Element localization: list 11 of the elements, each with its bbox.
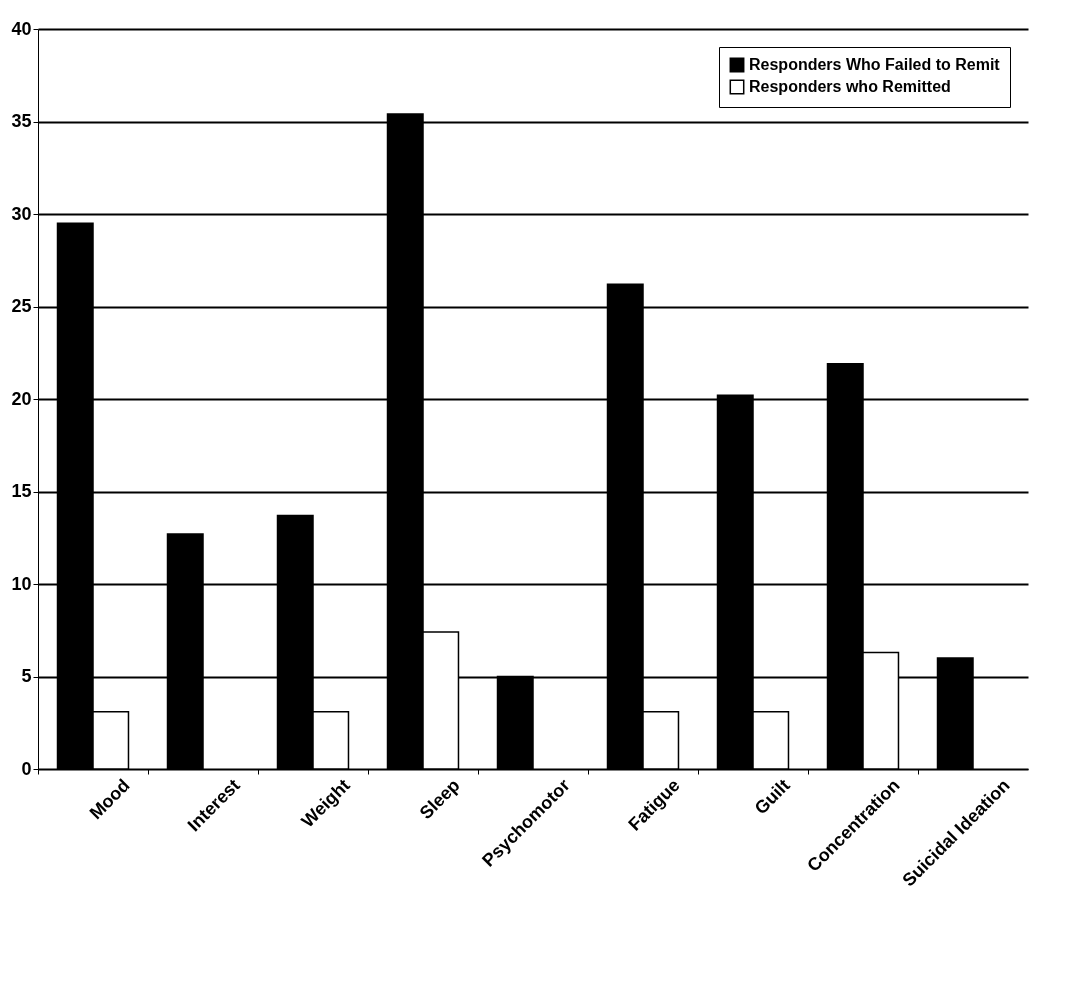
legend-label: Responders who Remitted <box>749 78 951 95</box>
legend-label: Responders Who Failed to Remit <box>749 56 1001 73</box>
y-tick-label: 20 <box>11 388 32 409</box>
y-tick-label: 15 <box>11 481 32 501</box>
y-tick-label: 25 <box>11 296 32 316</box>
y-tick-label: 5 <box>21 666 32 686</box>
y-tick-label: 30 <box>11 203 32 224</box>
y-tick-label: 40 <box>11 18 32 39</box>
y-tick-label: 10 <box>11 573 32 594</box>
y-tick-label: 35 <box>11 111 32 131</box>
y-tick-label: 0 <box>21 758 32 779</box>
